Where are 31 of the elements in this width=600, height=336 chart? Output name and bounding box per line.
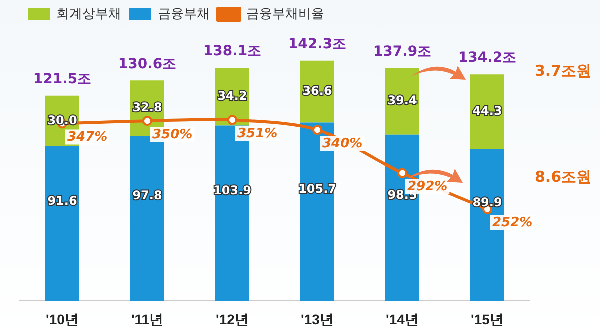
text: 3.7조원 — [535, 62, 592, 80]
total-label: 137.9조 — [373, 44, 432, 60]
data-label: 350% — [152, 127, 193, 142]
x-tick-label: '15년 — [471, 311, 504, 328]
legend-label: 금융부채 — [158, 6, 210, 22]
data-label: 44.3 — [472, 104, 502, 118]
total-label: 142.3조 — [288, 36, 347, 53]
data-label: 351% — [238, 126, 278, 142]
data-label: 34.2 — [218, 88, 248, 103]
text: 8.6조원 — [535, 168, 592, 186]
legend-label: 금융부채비율 — [246, 6, 324, 22]
total-label: 138.1조 — [203, 44, 262, 60]
legend-label: 회계상부채 — [56, 6, 122, 22]
data-label: 89.9 — [472, 195, 502, 210]
x-tick-label: '10년 — [46, 311, 79, 328]
data-label: 32.8 — [132, 100, 162, 114]
data-label: 39.4 — [388, 94, 418, 108]
total-label: 121.5조 — [33, 71, 92, 88]
x-tick-label: '12년 — [216, 311, 249, 328]
data-label: 347% — [68, 130, 108, 146]
data-label: 91.6 — [48, 194, 78, 208]
x-tick-label: '14년 — [386, 311, 419, 328]
data-label: 97.8 — [132, 188, 162, 203]
total-label: 134.2조 — [458, 50, 517, 66]
x-tick-label: '11년 — [131, 311, 164, 328]
data-label: 252% — [492, 216, 533, 231]
total-label: 130.6조 — [118, 56, 177, 72]
data-label: 36.6 — [302, 84, 332, 98]
x-tick-label: '13년 — [301, 311, 334, 328]
data-label: 340% — [322, 136, 363, 152]
data-label: 30.0 — [48, 113, 78, 128]
